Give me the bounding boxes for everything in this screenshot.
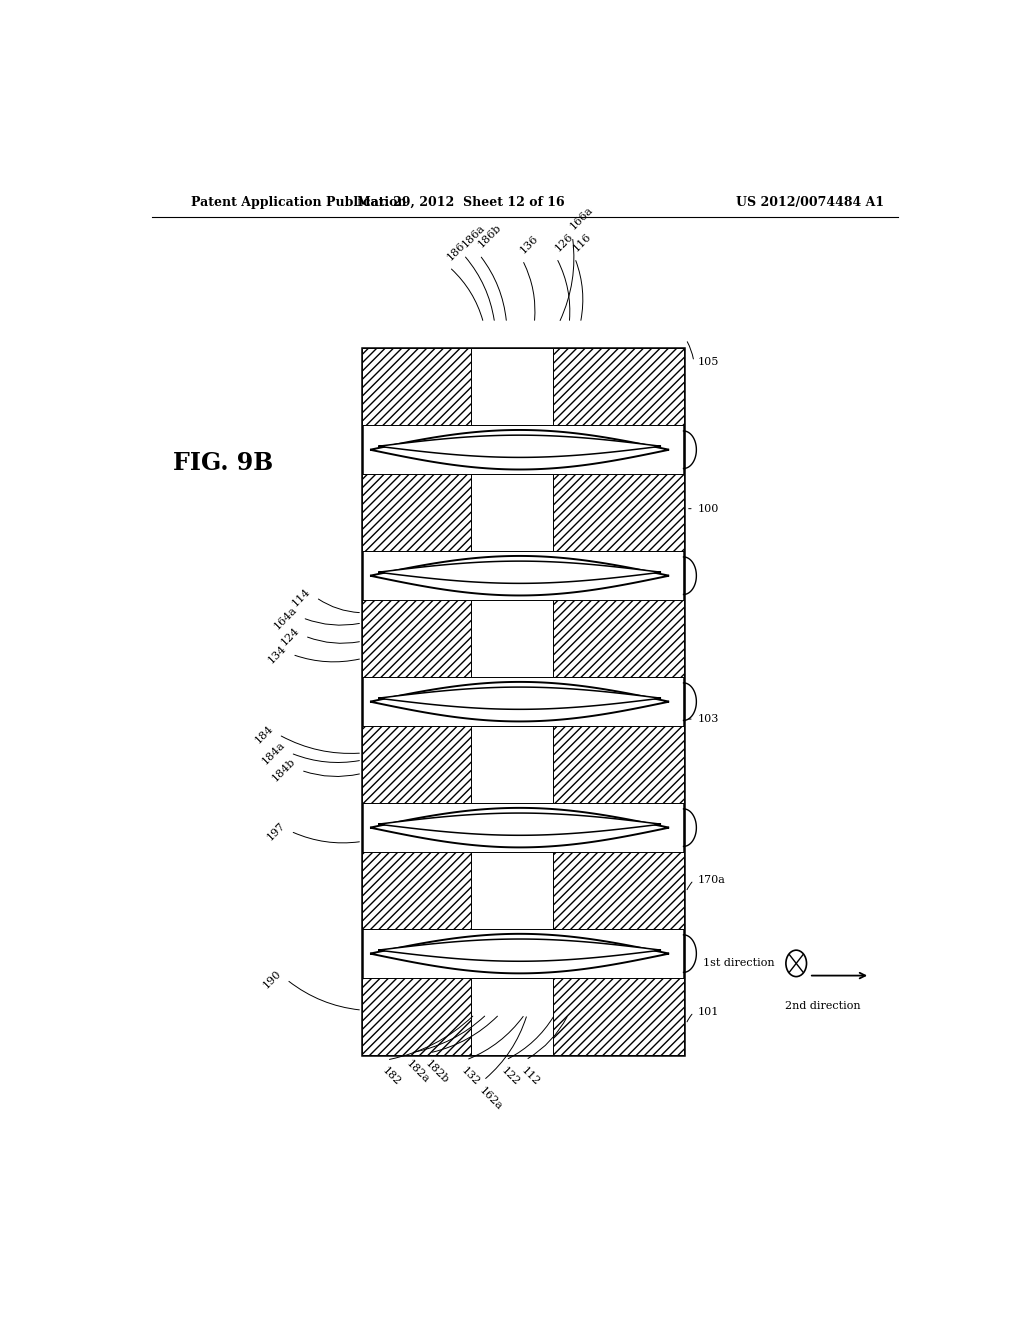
Text: 114: 114: [290, 586, 312, 609]
Bar: [471, 601, 553, 677]
Text: 124: 124: [279, 624, 301, 647]
Text: 103: 103: [697, 714, 719, 725]
Text: 126: 126: [553, 231, 574, 253]
Bar: [362, 601, 471, 677]
Bar: [553, 978, 684, 1055]
Polygon shape: [378, 939, 662, 961]
Text: 1st direction: 1st direction: [703, 958, 775, 969]
Bar: [362, 474, 471, 550]
Polygon shape: [378, 436, 662, 458]
Text: 197: 197: [264, 820, 287, 842]
Text: 186: 186: [445, 240, 468, 263]
Text: 184a: 184a: [260, 739, 287, 767]
Text: 184: 184: [253, 723, 274, 746]
Bar: [471, 474, 553, 550]
Text: 122: 122: [500, 1065, 521, 1088]
Bar: [553, 601, 684, 677]
Polygon shape: [378, 688, 662, 709]
Bar: [471, 978, 553, 1055]
Text: 182a: 182a: [404, 1057, 431, 1085]
Text: Mar. 29, 2012  Sheet 12 of 16: Mar. 29, 2012 Sheet 12 of 16: [357, 195, 565, 209]
Text: 105: 105: [697, 356, 719, 367]
Text: 186a: 186a: [460, 223, 486, 249]
Bar: [362, 726, 471, 803]
Text: 164a: 164a: [271, 605, 299, 631]
Text: US 2012/0074484 A1: US 2012/0074484 A1: [736, 195, 885, 209]
Polygon shape: [370, 430, 669, 470]
Polygon shape: [378, 561, 662, 583]
Text: 162a: 162a: [477, 1085, 504, 1113]
Bar: [362, 853, 471, 929]
Polygon shape: [370, 933, 669, 973]
Text: 190: 190: [260, 969, 283, 991]
Text: 186b: 186b: [475, 223, 503, 249]
Text: 2nd direction: 2nd direction: [784, 1001, 860, 1011]
Text: 182: 182: [380, 1065, 402, 1088]
Text: 182b: 182b: [423, 1057, 451, 1085]
Text: 112: 112: [519, 1065, 542, 1088]
Bar: [362, 348, 471, 425]
Bar: [471, 726, 553, 803]
Text: 136: 136: [518, 232, 541, 255]
Bar: [362, 978, 471, 1055]
Text: 100: 100: [697, 504, 719, 513]
Text: 134: 134: [266, 643, 289, 665]
Bar: [553, 474, 684, 550]
Polygon shape: [370, 556, 669, 595]
Text: 170a: 170a: [697, 875, 726, 884]
Polygon shape: [378, 813, 662, 836]
Bar: [471, 348, 553, 425]
Text: FIG. 9B: FIG. 9B: [173, 451, 273, 475]
Bar: [553, 348, 684, 425]
Bar: [362, 348, 684, 1055]
Polygon shape: [370, 808, 669, 847]
Text: 166a: 166a: [568, 205, 595, 231]
Text: 116: 116: [570, 231, 593, 253]
Bar: [471, 853, 553, 929]
Text: 132: 132: [460, 1065, 482, 1088]
Bar: [553, 853, 684, 929]
Polygon shape: [370, 682, 669, 722]
Bar: [553, 726, 684, 803]
Text: Patent Application Publication: Patent Application Publication: [191, 195, 407, 209]
Text: 184b: 184b: [269, 756, 297, 784]
Text: 101: 101: [697, 1007, 719, 1018]
